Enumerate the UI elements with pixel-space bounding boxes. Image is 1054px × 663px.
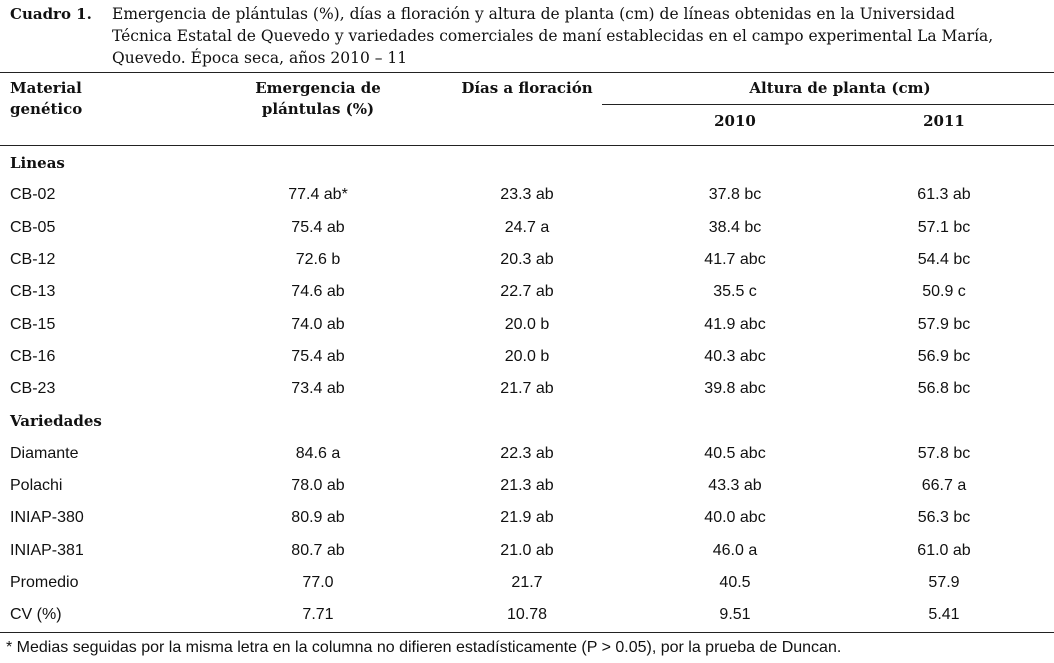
cell: 20.0 b xyxy=(504,347,550,365)
cell: 80.9 ab xyxy=(291,509,345,527)
cell: 22.7 ab xyxy=(500,283,554,301)
cell: 10.78 xyxy=(506,606,548,624)
header-altura: Altura de planta (cm) xyxy=(749,79,931,97)
footnote: * Medias seguidas por la misma letra en … xyxy=(6,639,842,656)
cell: 56.3 bc xyxy=(917,509,971,527)
cell: 5.41 xyxy=(928,606,960,624)
row-label: CB-13 xyxy=(10,283,56,301)
cell: 38.4 bc xyxy=(708,218,762,236)
cell: 72.6 b xyxy=(295,250,341,268)
caption-label: Cuadro 1. xyxy=(10,5,92,23)
cell: 80.7 ab xyxy=(291,541,345,559)
cell: 40.0 abc xyxy=(704,509,766,527)
header-material: Material genético xyxy=(10,79,83,118)
header-year: 2011 xyxy=(923,112,965,130)
rule xyxy=(602,104,1054,105)
row-label: CV (%) xyxy=(10,606,62,624)
row-label: CB-15 xyxy=(10,315,56,333)
cell: 35.5 c xyxy=(713,283,757,301)
cell: 61.0 ab xyxy=(917,541,971,559)
row-label: CB-16 xyxy=(10,347,56,365)
section-title: Variedades xyxy=(10,412,102,431)
cell: 21.7 ab xyxy=(500,380,554,398)
cell: 61.3 ab xyxy=(917,186,971,204)
row-label: INIAP-380 xyxy=(10,509,84,527)
cell: 24.7 a xyxy=(504,218,550,236)
cell: 7.71 xyxy=(302,606,334,624)
row-label: Promedio xyxy=(10,573,79,591)
cell: 77.0 xyxy=(302,573,334,591)
header-emergencia: Emergencia de plántulas (%) xyxy=(255,79,381,118)
cell: 57.8 bc xyxy=(917,444,971,462)
cell: 22.3 ab xyxy=(500,444,554,462)
cell: 21.0 ab xyxy=(500,541,554,559)
cell: 21.7 xyxy=(511,573,543,591)
cell: 21.3 ab xyxy=(500,477,554,494)
row-label: CB-23 xyxy=(10,380,56,398)
cell: 56.8 bc xyxy=(917,380,971,398)
cell: 56.9 bc xyxy=(917,347,971,365)
cell: 43.3 ab xyxy=(708,477,762,494)
caption-line: Emergencia de plántulas (%), días a flor… xyxy=(112,5,955,23)
cell: 41.7 abc xyxy=(704,250,766,268)
cell: 75.4 ab xyxy=(291,347,345,365)
caption-line: Técnica Estatal de Quevedo y variedades … xyxy=(112,27,994,45)
cell: 40.5 abc xyxy=(704,444,766,462)
cell: 23.3 ab xyxy=(500,186,554,204)
cell: 57.9 xyxy=(928,573,960,591)
rule xyxy=(0,145,1054,146)
cell: 20.3 ab xyxy=(500,250,554,268)
cell: 57.9 bc xyxy=(917,315,971,333)
cell: 74.6 ab xyxy=(291,283,345,301)
header-dias: Días a floración xyxy=(461,79,593,97)
row-label: Polachi xyxy=(10,477,63,494)
rule xyxy=(0,632,1054,633)
cell: 73.4 ab xyxy=(291,380,345,398)
cell: 9.51 xyxy=(719,606,751,624)
cell: 37.8 bc xyxy=(708,186,762,204)
cell: 20.0 b xyxy=(504,315,550,333)
cell: 41.9 abc xyxy=(704,315,766,333)
cell: 50.9 c xyxy=(922,283,966,301)
cell: 46.0 a xyxy=(712,541,758,559)
cell: 39.8 abc xyxy=(704,380,766,398)
cell: 40.5 xyxy=(719,573,751,591)
row-label: CB-12 xyxy=(10,250,56,268)
section-title: Lineas xyxy=(10,154,65,172)
row-label: Diamante xyxy=(10,444,79,462)
cell: 78.0 ab xyxy=(291,477,345,494)
cell: 74.0 ab xyxy=(291,315,345,333)
row-label: CB-02 xyxy=(10,186,56,204)
caption-line: Quevedo. Época seca, años 2010 – 11 xyxy=(112,49,408,67)
cell: 21.9 ab xyxy=(500,509,554,527)
rule xyxy=(0,72,1054,73)
row-label: CB-05 xyxy=(10,218,56,236)
cell: 40.3 abc xyxy=(704,347,766,365)
cell: 54.4 bc xyxy=(917,250,971,268)
cell: 57.1 bc xyxy=(917,218,971,236)
row-label: INIAP-381 xyxy=(10,541,84,559)
header-year: 2010 xyxy=(714,112,756,130)
cell: 66.7 a xyxy=(921,477,967,494)
cell: 75.4 ab xyxy=(291,218,345,236)
cell: 84.6 a xyxy=(295,444,341,462)
cell: 77.4 ab* xyxy=(288,186,348,204)
